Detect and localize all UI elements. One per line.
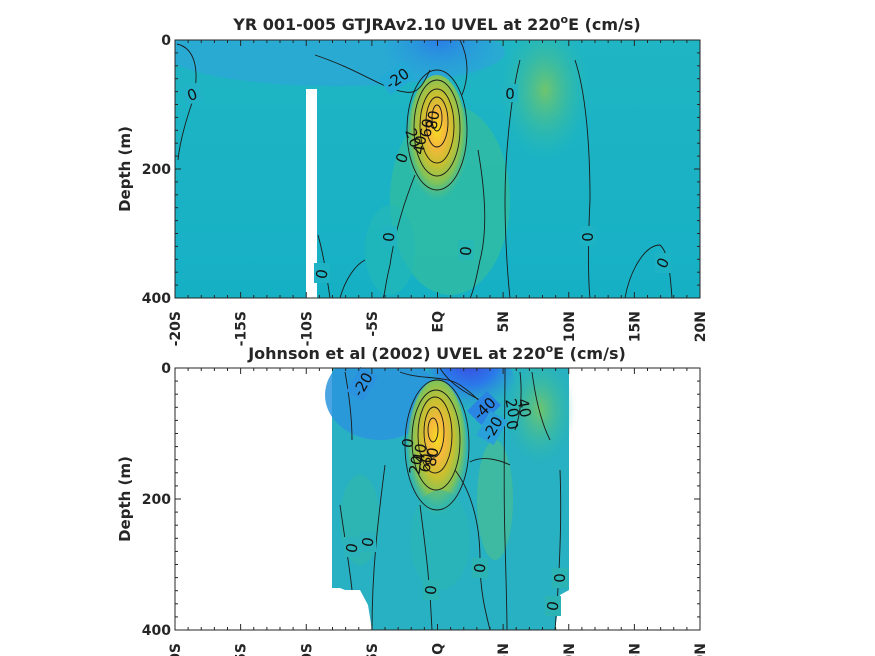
top-heatmap	[175, 40, 700, 298]
bottom-contour-labels: -20 -40 -20 20 40 0 0 40 60 80 20 0 0 0 …	[342, 366, 569, 616]
bottom-contour-label: 60	[415, 452, 436, 474]
bottom-contour-label: 0	[543, 600, 562, 613]
bottom-x-tick-label: -10S	[299, 643, 315, 656]
bottom-x-tick-label: -5S	[365, 643, 381, 656]
bottom-contour-label: 0	[342, 542, 361, 555]
bottom-x-tick-label: 15N	[627, 643, 643, 656]
top-contour-label: 0	[312, 268, 331, 281]
top-x-tick-label: -5S	[365, 311, 381, 337]
top-x-tick-label: 20N	[693, 311, 709, 342]
bottom-x-tick-label: EQ	[431, 643, 447, 656]
top-contour-label: 20	[401, 126, 424, 150]
bottom-contour-label: 0	[358, 536, 377, 549]
top-y-axis-label: Depth (m)	[116, 126, 134, 212]
top-panel: YR 001-005 GTJRAv2.10 UVEL at 220oE (cm/…	[116, 13, 709, 346]
top-contours	[176, 40, 673, 298]
bottom-y-tick-label: 200	[142, 492, 171, 508]
bottom-contour-label: 0	[398, 437, 417, 450]
bottom-x-tick-label: 10N	[562, 643, 578, 656]
bottom-contour-label: 0	[422, 584, 441, 595]
bottom-panel-title: Johnson et al (2002) UVEL at 220oE (cm/s…	[247, 342, 626, 363]
bottom-x-tick-label: -15S	[234, 643, 250, 656]
top-x-tick-label: 15N	[627, 311, 643, 342]
bottom-panel: Johnson et al (2002) UVEL at 220oE (cm/s…	[116, 342, 709, 656]
top-x-tick-label: -10S	[299, 311, 315, 346]
bottom-contour-label: 40	[513, 397, 534, 419]
bottom-contour-label: 80	[421, 446, 442, 468]
bottom-x-tick-label: -20S	[168, 643, 184, 656]
top-data-gap	[306, 89, 317, 298]
top-x-tick-label: 5N	[496, 311, 512, 332]
bottom-contour-label: 0	[502, 419, 521, 432]
top-x-tick-label: 10N	[562, 311, 578, 342]
top-contour-label: 0	[380, 231, 399, 242]
bottom-y-axis-label: Depth (m)	[116, 456, 134, 542]
bottom-y-tick-label: 400	[142, 623, 171, 639]
top-contour-label: 40	[409, 134, 430, 156]
top-contour-labels: 0 -20 0 0 20 40 60 80 0 0 0 0 0	[180, 61, 673, 283]
bottom-contour-label: 0	[551, 573, 569, 583]
top-contour-label: 80	[422, 109, 443, 131]
bottom-x-tick-label: 20N	[693, 643, 709, 656]
top-x-tick-label: -15S	[234, 311, 250, 346]
bottom-y-tick-label: 0	[161, 361, 171, 377]
top-y-tick-label: 0	[161, 33, 171, 49]
top-contour-label: 60	[416, 117, 437, 139]
top-y-tick-label: 400	[142, 291, 171, 307]
bottom-contour-label: 40	[409, 442, 430, 464]
bottom-contour-label: 20	[405, 454, 426, 476]
top-contour-label: 0	[505, 85, 515, 103]
bottom-x-tick-label: 5N	[496, 643, 512, 656]
top-x-tick-label: EQ	[431, 311, 447, 333]
top-panel-title: YR 001-005 GTJRAv2.10 UVEL at 220oE (cm/…	[232, 13, 641, 34]
top-y-tick-label: 200	[142, 162, 171, 178]
top-contour-label: 0	[457, 245, 476, 256]
bottom-contour-label: 20	[501, 397, 522, 419]
top-x-tick-label: -20S	[168, 311, 184, 346]
top-contour-label: 0	[579, 232, 597, 242]
bottom-contour-label: 0	[471, 562, 490, 573]
